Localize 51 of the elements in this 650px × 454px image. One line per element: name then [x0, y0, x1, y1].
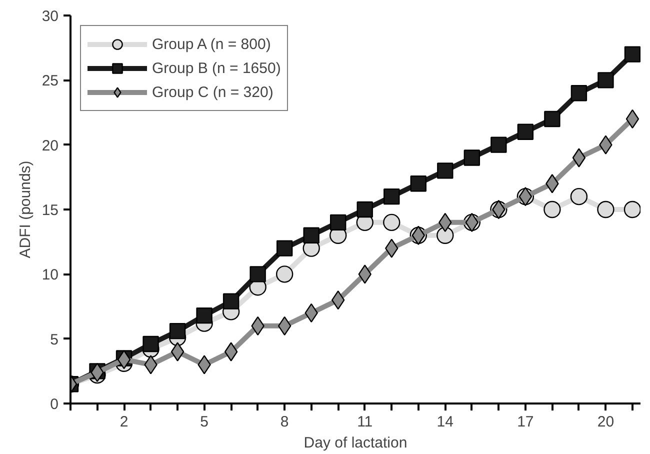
- point: [597, 200, 614, 218]
- x-tick-label: 17: [517, 414, 534, 430]
- x-axis-title: Day of lactation: [304, 434, 408, 452]
- point: [624, 200, 640, 218]
- point: [544, 200, 561, 218]
- point: [117, 350, 131, 370]
- point: [250, 266, 266, 282]
- point: [490, 136, 507, 153]
- y-tick-label: 25: [42, 72, 59, 90]
- point: [437, 162, 454, 179]
- y-tick-label: 15: [42, 202, 59, 219]
- y-tick-label: 30: [42, 8, 59, 25]
- point: [196, 307, 212, 324]
- point: [224, 342, 238, 362]
- point: [222, 293, 240, 310]
- x-tick-label: 8: [280, 414, 289, 430]
- point: [142, 336, 159, 352]
- point: [410, 176, 426, 192]
- y-tick-label: 10: [42, 266, 59, 284]
- point: [436, 226, 454, 244]
- point: [570, 188, 588, 206]
- y-tick-label: 0: [50, 396, 58, 413]
- point: [544, 110, 560, 128]
- point: [276, 240, 293, 256]
- x-tick-label: 11: [357, 414, 373, 430]
- point: [572, 148, 586, 168]
- point: [517, 124, 534, 140]
- legend-label: Group B (n = 1650): [152, 58, 281, 78]
- legend-label: Group A (n = 800): [152, 34, 271, 54]
- y-tick-label: 20: [42, 137, 59, 154]
- x-tick-label: 20: [597, 414, 614, 430]
- y-axis-title: ADFI (pounds): [16, 160, 34, 258]
- legend-label: Group C (n = 320): [152, 82, 274, 102]
- point: [303, 227, 320, 244]
- point: [383, 214, 400, 232]
- point: [570, 85, 588, 102]
- point: [169, 322, 186, 340]
- point: [330, 214, 346, 231]
- point: [624, 46, 640, 62]
- point: [464, 150, 480, 166]
- y-tick-label: 5: [50, 331, 58, 348]
- point: [598, 72, 614, 88]
- point: [170, 342, 184, 362]
- point: [384, 188, 400, 205]
- point: [626, 109, 640, 129]
- point: [356, 201, 373, 218]
- x-tick-label: 2: [120, 414, 128, 430]
- x-tick-label: 5: [200, 414, 208, 430]
- x-tick-label: 14: [436, 414, 454, 430]
- point: [276, 266, 294, 283]
- point: [278, 316, 292, 336]
